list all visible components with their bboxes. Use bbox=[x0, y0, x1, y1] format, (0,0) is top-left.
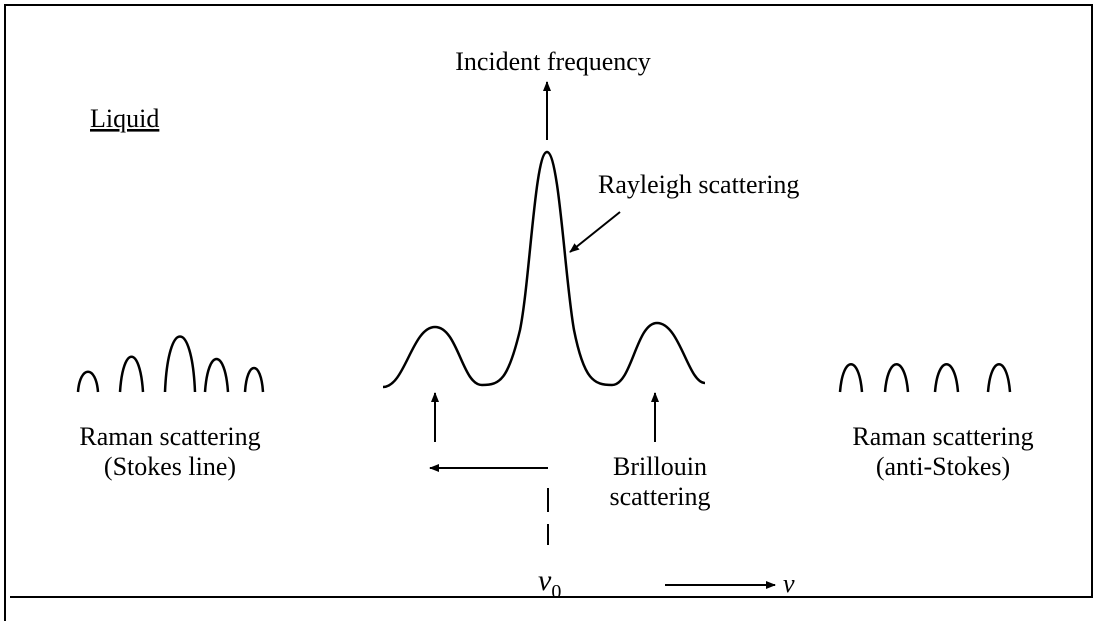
frame bbox=[4, 4, 1093, 621]
stokes-label: (Stokes line) bbox=[104, 452, 236, 481]
anti-stokes-lines bbox=[838, 363, 1012, 393]
anti-stokes-label: Raman scattering bbox=[852, 422, 1033, 451]
phase-label: Liquid bbox=[90, 104, 159, 133]
nu-subscript: 0 bbox=[551, 581, 561, 603]
incident-label: Incident frequency bbox=[455, 47, 651, 76]
nu-symbol: ν bbox=[538, 564, 552, 597]
brillouin-label: Brillouin bbox=[613, 452, 707, 481]
arrows bbox=[429, 81, 776, 589]
anti-stokes-label: (anti-Stokes) bbox=[876, 452, 1010, 481]
stokes-label: Raman scattering bbox=[79, 422, 260, 451]
spectrum-curve bbox=[382, 150, 706, 389]
nu-axis-label: ν bbox=[783, 569, 795, 598]
rayleigh-label: Rayleigh scattering bbox=[598, 170, 799, 199]
nu0-label: ν0 bbox=[538, 564, 561, 603]
brillouin-label: scattering bbox=[609, 482, 710, 511]
stokes-lines bbox=[76, 335, 265, 393]
